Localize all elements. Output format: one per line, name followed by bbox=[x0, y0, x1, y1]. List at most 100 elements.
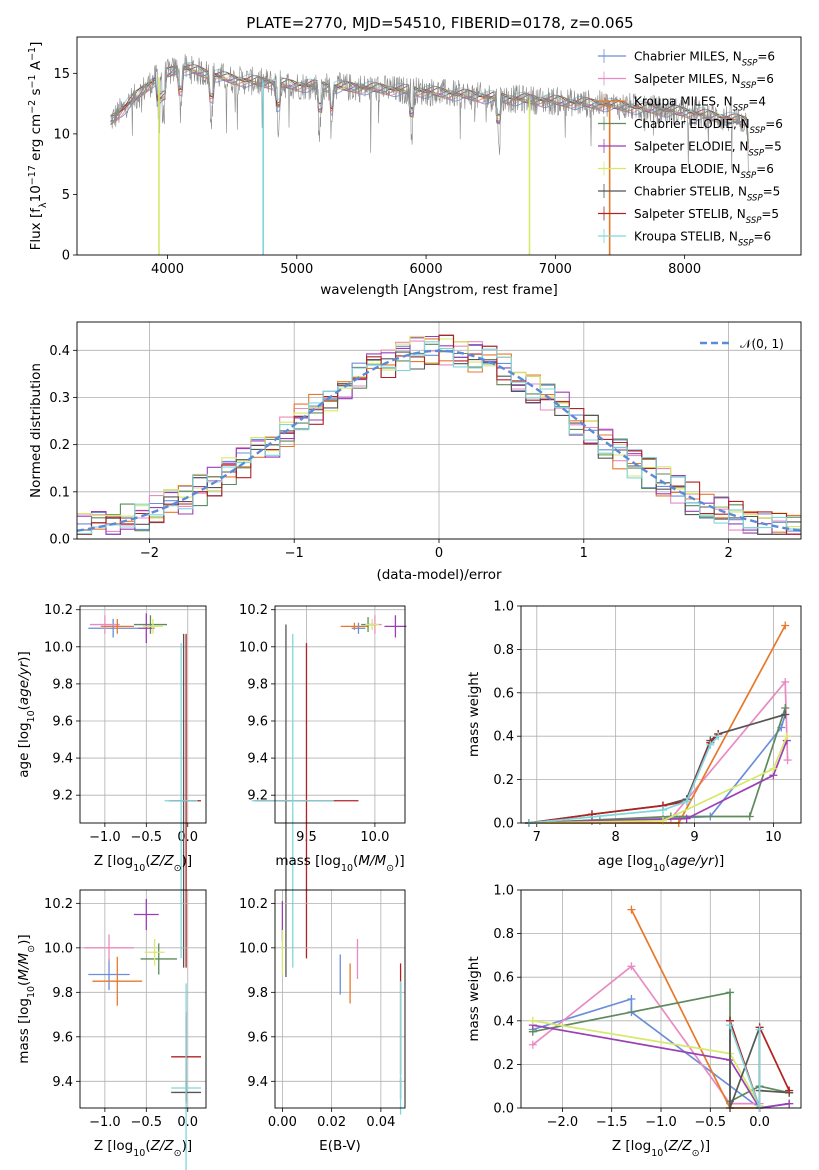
x-tick-label: 0.02 bbox=[317, 1115, 346, 1130]
massweight_vs_age-xlabel: age [log10(age/yr)] bbox=[598, 853, 724, 874]
gaussian-curve bbox=[76, 349, 802, 532]
x-tick-label: −1 bbox=[285, 546, 304, 561]
legend-label: Kroupa STELIB, NSSP=6 bbox=[634, 230, 771, 249]
y-tick-label: 0.0 bbox=[49, 533, 70, 548]
spectrum-ylabel: Flux [fλ10−17 erg cm−2 s−1 A−1] bbox=[27, 42, 49, 251]
series-marker bbox=[682, 797, 691, 806]
y-tick-label: 0.1 bbox=[49, 485, 70, 500]
figure-title: PLATE=2770, MJD=54510, FIBERID=0178, z=0… bbox=[246, 14, 633, 32]
massweight_vs_Z-axes: −2.0 −1.5 −1.0 −0.5 0.0 0.0 0.2 0.4 0.6 0.8 1.0 bbox=[493, 884, 801, 1130]
model-line bbox=[110, 65, 749, 142]
series-marker bbox=[714, 732, 723, 741]
y-tick-label: 1.0 bbox=[493, 600, 514, 615]
y-tick-label: 10.0 bbox=[239, 640, 268, 655]
massweight_vs_Z-frame bbox=[520, 889, 802, 1109]
x-tick-label: −2.0 bbox=[547, 1115, 579, 1130]
series-marker bbox=[726, 1021, 735, 1030]
mass_vs_EBV-xlabel: E(B-V) bbox=[319, 1138, 361, 1154]
series-line bbox=[532, 965, 760, 1105]
series-marker bbox=[627, 962, 636, 971]
series-marker bbox=[769, 764, 778, 773]
series-marker bbox=[783, 756, 792, 765]
y-tick-label: 10.2 bbox=[239, 897, 268, 912]
y-tick-label: 0.0 bbox=[493, 1102, 514, 1117]
x-tick-label: 0.0 bbox=[749, 1115, 770, 1130]
x-tick-label: 7000 bbox=[539, 262, 572, 277]
spectrum-legend: Chabrier MILES, NSSP=6 Salpeter MILES, NS… bbox=[598, 49, 783, 249]
x-tick-label: 0 bbox=[435, 546, 443, 561]
x-tick-label: 4000 bbox=[151, 262, 184, 277]
hist-steps bbox=[76, 334, 802, 535]
series-marker bbox=[658, 816, 667, 825]
x-tick-label: 0.00 bbox=[268, 1115, 297, 1130]
series-marker bbox=[682, 814, 691, 823]
mass_vs_Z-points bbox=[84, 898, 202, 1170]
legend-label: Chabrier STELIB, NSSP=5 bbox=[634, 185, 780, 204]
age_vs_Z-axes: −1.0 −0.5 0.0 9.2 9.4 9.6 9.8 10.0 10.2 bbox=[44, 603, 206, 845]
y-tick-label: 0.0 bbox=[493, 817, 514, 832]
series-marker bbox=[627, 995, 636, 1003]
x-tick-label: 2 bbox=[724, 546, 732, 561]
legend-label: Salpeter ELODIE, NSSP=5 bbox=[634, 140, 782, 159]
age_vs_mass-xlabel: mass [log10(M/M⊙)] bbox=[275, 853, 404, 874]
y-tick-label: 9.6 bbox=[52, 714, 73, 729]
spectrum-axes: 4000 5000 6000 7000 8000 0 5 10 15 bbox=[53, 67, 701, 277]
series-marker bbox=[782, 732, 791, 741]
series-marker bbox=[726, 988, 735, 997]
x-tick-label: 10 bbox=[765, 830, 782, 845]
series-marker bbox=[781, 621, 790, 630]
y-tick-label: 10.0 bbox=[44, 941, 73, 956]
x-tick-label: 9 bbox=[690, 830, 698, 845]
x-tick-label: −2 bbox=[140, 546, 159, 561]
y-tick-label: 0.4 bbox=[493, 1014, 514, 1029]
x-tick-label: 1 bbox=[580, 546, 588, 561]
series-line bbox=[532, 1024, 790, 1109]
y-tick-label: 10.2 bbox=[44, 897, 73, 912]
legend-label: Chabrier MILES, NSSP=6 bbox=[634, 50, 775, 69]
y-tick-label: 10 bbox=[53, 127, 70, 142]
hist-series bbox=[77, 341, 801, 535]
y-tick-label: 0.4 bbox=[49, 344, 70, 359]
mass_vs_EBV-axes: 0.00 0.02 0.04 9.4 9.6 9.8 10.0 10.2 bbox=[239, 890, 405, 1130]
y-tick-label: 9.6 bbox=[52, 1030, 73, 1045]
y-tick-label: 9.8 bbox=[52, 986, 73, 1001]
y-tick-label: 9.6 bbox=[247, 1030, 268, 1045]
series-line bbox=[528, 707, 787, 824]
observed-spectrum bbox=[110, 54, 750, 173]
y-tick-label: 1.0 bbox=[493, 884, 514, 899]
age_vs_Z-ylabel: age [log10(age/yr)] bbox=[16, 651, 37, 777]
y-tick-label: 0.6 bbox=[493, 971, 514, 986]
residual_hist-ylabel: Normed distribution bbox=[28, 363, 44, 498]
mass_vs_Z-ylabel: mass [log10(M/M⊙)] bbox=[16, 934, 37, 1063]
y-tick-label: 10.0 bbox=[239, 941, 268, 956]
x-tick-label: −0.5 bbox=[131, 1115, 163, 1130]
x-tick-label: 5000 bbox=[280, 262, 313, 277]
massweight_vs_Z-xlabel: Z [log10(Z/Z⊙)] bbox=[612, 1138, 710, 1159]
age_vs_Z-xlabel: Z [log10(Z/Z⊙)] bbox=[94, 853, 192, 874]
y-tick-label: 10.2 bbox=[239, 603, 268, 618]
x-tick-label: 0.0 bbox=[177, 1115, 198, 1130]
age_vs_mass-axes: 9.5 10.09.29.49.69.810.010.2 bbox=[239, 603, 405, 845]
y-tick-label: 9.8 bbox=[247, 986, 268, 1001]
x-tick-label: 6000 bbox=[410, 262, 443, 277]
series-marker bbox=[627, 905, 636, 914]
age_vs_Z-points bbox=[88, 613, 202, 968]
x-tick-label: −1.0 bbox=[89, 1115, 121, 1130]
series-marker bbox=[528, 1040, 537, 1049]
y-tick-label: 0.2 bbox=[493, 1058, 514, 1073]
x-tick-label: 10.0 bbox=[360, 830, 389, 845]
x-tick-label: 8 bbox=[612, 830, 620, 845]
series-line bbox=[528, 735, 788, 824]
series-marker bbox=[785, 1099, 794, 1108]
series-marker bbox=[785, 1086, 794, 1095]
y-tick-label: 9.4 bbox=[247, 1075, 268, 1090]
y-tick-label: 0.2 bbox=[49, 438, 70, 453]
mass_vs_Z-frame bbox=[79, 889, 207, 1109]
spectrum-xlabel: wavelength [Angstrom, rest frame] bbox=[320, 282, 558, 298]
y-tick-label: 9.6 bbox=[247, 714, 268, 729]
x-tick-label: 0.04 bbox=[366, 1115, 395, 1130]
massweight_vs_Z-ylabel: mass weight bbox=[466, 956, 482, 1041]
x-tick-label: 8000 bbox=[668, 262, 701, 277]
y-tick-label: 0.8 bbox=[493, 927, 514, 942]
residual_hist-xlabel: (data-model)/error bbox=[376, 567, 502, 583]
